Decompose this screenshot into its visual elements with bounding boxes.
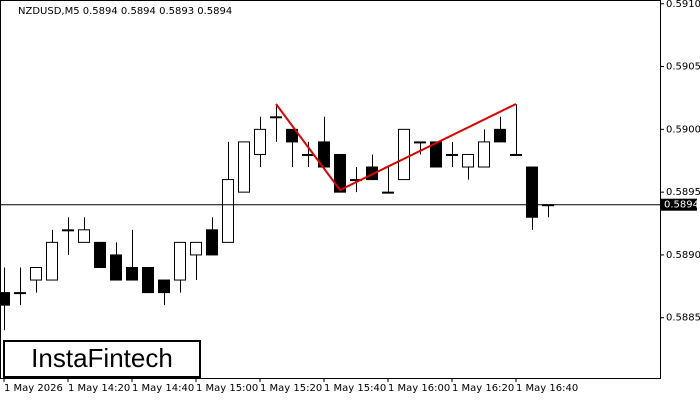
chart-subtitle: NZDUSD,M5 0.5894 0.5894 0.5893 0.5894 [18, 6, 232, 17]
candle-body [0, 292, 10, 306]
candle-body [302, 153, 314, 156]
candle-body [270, 116, 282, 119]
candle-body [62, 229, 74, 232]
y-tick-label: 0.5900 [666, 124, 700, 135]
x-tick-label: 1 May 16:20 [452, 383, 514, 394]
y-tick-label: 0.5890 [666, 250, 700, 261]
x-tick-label: 1 May 16:00 [388, 383, 450, 394]
candle-body [382, 191, 394, 194]
candle-body [334, 153, 346, 193]
logo-box [3, 340, 201, 378]
candle-body [414, 141, 426, 144]
candle-body [190, 241, 202, 256]
candle-body [174, 241, 186, 281]
candle-body [526, 166, 538, 218]
candle-body [206, 229, 218, 256]
candle-body [110, 254, 122, 281]
candle-body [14, 292, 26, 295]
plot-frame [0, 0, 661, 379]
candle-body [158, 279, 170, 294]
y-tick-label: 0.5885 [666, 313, 700, 324]
x-tick-label: 1 May 14:40 [132, 383, 194, 394]
candle-body [462, 153, 474, 168]
candle-body [398, 128, 410, 181]
x-tick-label: 1 May 15:40 [324, 383, 386, 394]
candle-body [494, 128, 506, 143]
x-tick-label: 1 May 14:20 [68, 383, 130, 394]
candle-body [78, 229, 90, 243]
candle-body [478, 141, 490, 168]
candle-body [254, 128, 266, 155]
x-tick-label: 1 May 2026 [4, 383, 63, 394]
pattern-line [275, 103, 517, 192]
candle-body [46, 241, 58, 281]
candle-body [446, 153, 458, 156]
candles [0, 104, 554, 331]
y-tick-label: 0.5910 [666, 0, 700, 10]
x-tick-label: 1 May 15:20 [260, 383, 322, 394]
last-price-label: 0.5894 [664, 200, 699, 211]
last-price-box [661, 198, 697, 211]
candle-body [430, 141, 442, 168]
candle-body [238, 141, 250, 193]
logo: InstaFintech [31, 343, 173, 373]
candle-body [94, 241, 106, 268]
y-tick-label: 0.5905 [666, 62, 700, 73]
candle-body [510, 153, 522, 156]
y-tick-label: 0.5895 [666, 187, 700, 198]
candle-body [30, 266, 42, 281]
candle-body [286, 128, 298, 143]
x-tick-label: 1 May 15:00 [196, 383, 258, 394]
candle-body [222, 179, 234, 243]
candle-body [126, 266, 138, 281]
candle-body [142, 266, 154, 294]
x-tick-label: 1 May 16:40 [516, 383, 578, 394]
